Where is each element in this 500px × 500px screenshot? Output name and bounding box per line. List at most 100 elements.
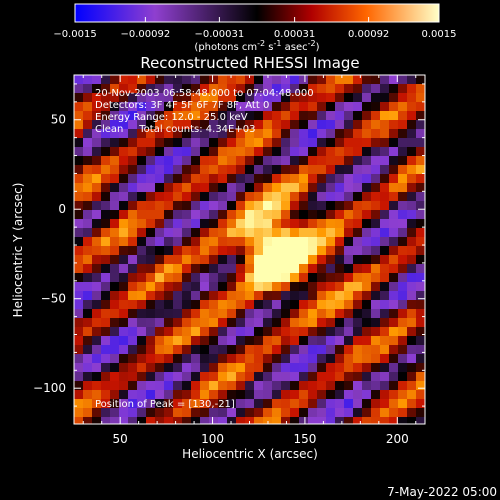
heatmap-cell bbox=[308, 372, 318, 382]
heatmap-cell bbox=[317, 318, 327, 328]
heatmap-cell bbox=[155, 84, 165, 94]
heatmap-cell bbox=[173, 165, 183, 175]
heatmap-cell bbox=[137, 327, 147, 337]
heatmap-cell bbox=[119, 201, 129, 211]
heatmap-cell bbox=[110, 300, 120, 310]
heatmap-cell bbox=[362, 273, 372, 283]
heatmap-cell bbox=[155, 390, 165, 400]
heatmap-cell bbox=[407, 354, 417, 364]
heatmap-cell bbox=[317, 75, 327, 85]
heatmap-cell bbox=[155, 147, 165, 157]
heatmap-cell bbox=[92, 192, 102, 202]
heatmap-cell bbox=[119, 327, 129, 337]
heatmap-cell bbox=[362, 363, 372, 373]
heatmap-cell bbox=[146, 84, 156, 94]
heatmap-cell bbox=[344, 291, 354, 301]
heatmap-cell bbox=[254, 318, 264, 328]
heatmap-cell bbox=[245, 273, 255, 283]
heatmap-cell bbox=[110, 273, 120, 283]
heatmap-cell bbox=[227, 219, 237, 229]
heatmap-cell bbox=[74, 156, 84, 166]
heatmap-cell bbox=[191, 237, 201, 247]
heatmap-cell bbox=[326, 372, 336, 382]
heatmap-cell bbox=[371, 147, 381, 157]
heatmap-cell bbox=[128, 174, 138, 184]
heatmap-cell bbox=[308, 201, 318, 211]
heatmap-cell bbox=[389, 165, 399, 175]
heatmap-cell bbox=[92, 390, 102, 400]
heatmap-cell bbox=[263, 120, 273, 130]
heatmap-cell bbox=[245, 336, 255, 346]
heatmap-cell bbox=[326, 327, 336, 337]
heatmap-cell bbox=[308, 345, 318, 355]
heatmap-cell bbox=[182, 408, 192, 418]
heatmap-cell bbox=[236, 84, 246, 94]
heatmap-cell bbox=[398, 237, 408, 247]
annotation-clean: Clean Total counts: 4.34E+03 bbox=[95, 124, 255, 135]
heatmap-cell bbox=[416, 120, 425, 130]
heatmap-cell bbox=[119, 300, 129, 310]
heatmap-cell bbox=[317, 282, 327, 292]
heatmap-cell bbox=[164, 219, 174, 229]
heatmap-cell bbox=[227, 174, 237, 184]
heatmap-cell bbox=[101, 129, 111, 139]
heatmap-cell bbox=[209, 264, 219, 274]
heatmap-cell bbox=[371, 246, 381, 256]
heatmap-cell bbox=[335, 84, 345, 94]
heatmap-cell bbox=[317, 102, 327, 112]
heatmap-cell bbox=[317, 399, 327, 409]
heatmap-cell bbox=[344, 183, 354, 193]
heatmap-cell bbox=[191, 120, 201, 130]
heatmap-cell bbox=[209, 210, 219, 220]
heatmap-cell bbox=[398, 147, 408, 157]
heatmap-cell bbox=[110, 408, 120, 418]
heatmap-cell bbox=[308, 291, 318, 301]
heatmap-cell bbox=[83, 381, 93, 391]
heatmap-cell bbox=[137, 246, 147, 256]
heatmap-cell bbox=[218, 93, 228, 103]
heatmap-cell bbox=[389, 318, 399, 328]
heatmap-cell bbox=[290, 174, 300, 184]
heatmap-cell bbox=[173, 174, 183, 184]
heatmap-cell bbox=[335, 75, 345, 85]
colorbar-tick-label: −0.00092 bbox=[121, 29, 171, 40]
heatmap-cell bbox=[299, 111, 309, 121]
heatmap-cell bbox=[344, 408, 354, 418]
heatmap-cell bbox=[389, 102, 399, 112]
heatmap-cell bbox=[155, 336, 165, 346]
heatmap-cell bbox=[263, 237, 273, 247]
heatmap-cell bbox=[389, 138, 399, 148]
heatmap-cell bbox=[245, 174, 255, 184]
heatmap-cell bbox=[83, 327, 93, 337]
heatmap-cell bbox=[83, 246, 93, 256]
heatmap-cell bbox=[272, 237, 282, 247]
heatmap-cell bbox=[173, 390, 183, 400]
heatmap-cell bbox=[362, 165, 372, 175]
heatmap-cell bbox=[263, 291, 273, 301]
heatmap-cell bbox=[191, 228, 201, 238]
heatmap-cell bbox=[92, 309, 102, 319]
heatmap-cell bbox=[245, 381, 255, 391]
heatmap-cell bbox=[74, 309, 84, 319]
heatmap-cell bbox=[317, 354, 327, 364]
heatmap-cell bbox=[407, 129, 417, 139]
heatmap-cell bbox=[182, 309, 192, 319]
heatmap-cell bbox=[92, 147, 102, 157]
heatmap-cell bbox=[263, 228, 273, 238]
heatmap-cell bbox=[182, 372, 192, 382]
heatmap-cell bbox=[353, 120, 363, 130]
heatmap-cell bbox=[371, 399, 381, 409]
heatmap-cell bbox=[308, 228, 318, 238]
heatmap-cell bbox=[317, 201, 327, 211]
heatmap-cell bbox=[74, 201, 84, 211]
heatmap-cell bbox=[398, 138, 408, 148]
heatmap-cell bbox=[209, 345, 219, 355]
annotation-detectors: Detectors: 3F 4F 5F 6F 7F 8F, Att 0 bbox=[95, 100, 269, 111]
heatmap-cell bbox=[173, 192, 183, 202]
heatmap-cell bbox=[146, 228, 156, 238]
heatmap-cell bbox=[317, 417, 327, 424]
heatmap-cell bbox=[290, 354, 300, 364]
heatmap-cell bbox=[236, 210, 246, 220]
heatmap-cell bbox=[416, 246, 425, 256]
heatmap-cell bbox=[218, 228, 228, 238]
